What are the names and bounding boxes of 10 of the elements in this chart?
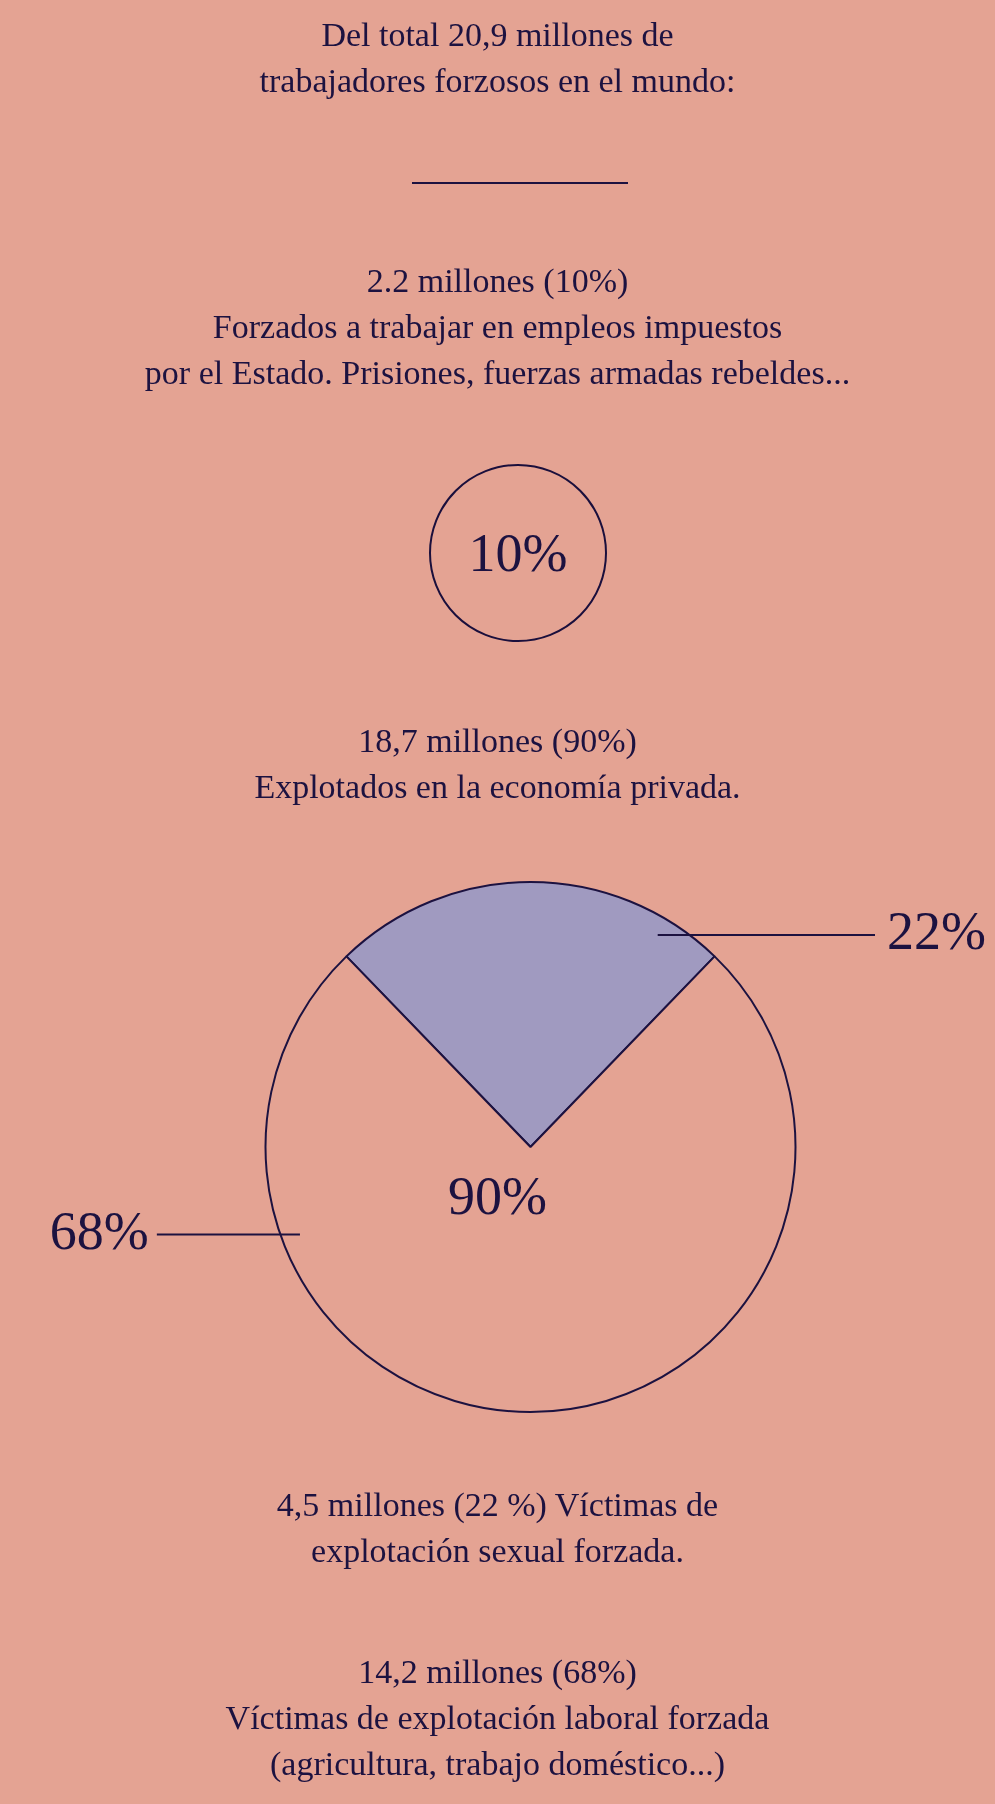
text: 2.2 millones (10%) Forzados a trabajar en empleos impuestos por el Estado. Prisiones, fuerzas armadas rebeldes...	[143, 261, 852, 394]
text: Del total 20,9 millones de trabajadores forzosos en el mundo:	[258, 15, 737, 102]
text: 14,2 millones (68%) Víctimas de explotación laboral forzada (agricultura, trabajo doméstico...)	[224, 1652, 771, 1785]
circle: 10%	[429, 464, 607, 642]
data-label: 10%	[468, 522, 568, 584]
text: 4,5 millones (22 %) Víctimas de explotación sexual forzada.	[275, 1485, 720, 1572]
chart-title: 18,7 millones (90%) Explotados en la economía privada.	[253, 721, 742, 808]
data-label: 22%	[887, 901, 986, 962]
text: 90%	[448, 1166, 547, 1226]
data-label: 68%	[49, 1200, 149, 1261]
